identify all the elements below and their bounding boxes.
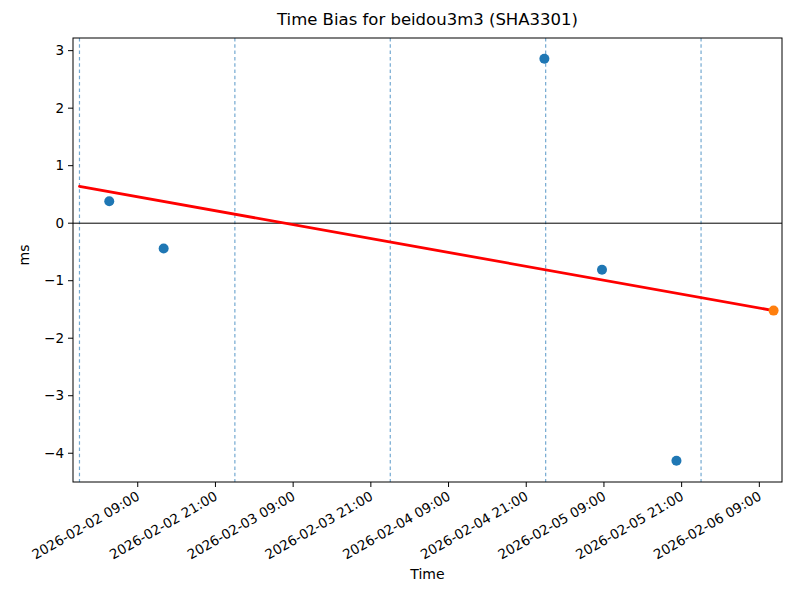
y-tick-label: −1 <box>44 272 64 288</box>
plot-area: 2026-02-02 09:002026-02-02 21:002026-02-… <box>0 0 800 600</box>
y-tick-label: 1 <box>55 157 64 173</box>
y-tick-label: 0 <box>55 215 64 231</box>
plot-frame <box>73 38 782 482</box>
y-tick-label: −2 <box>44 330 64 346</box>
chart-title: Time Bias for beidou3m3 (SHA3301) <box>73 10 782 29</box>
y-tick-label: 3 <box>55 42 64 58</box>
y-axis-label: ms <box>16 235 34 275</box>
latest-measurement-point <box>769 306 779 316</box>
trend-fit-line <box>79 186 773 310</box>
y-tick-label: −3 <box>44 387 64 403</box>
bias-measurement-point <box>159 243 169 253</box>
bias-measurement-point <box>597 265 607 275</box>
chart-figure: 2026-02-02 09:002026-02-02 21:002026-02-… <box>0 0 800 600</box>
bias-measurement-point <box>671 456 681 466</box>
y-tick-label: 2 <box>55 100 64 116</box>
bias-measurement-point <box>104 196 114 206</box>
bias-measurement-point <box>539 54 549 64</box>
y-tick-label: −4 <box>44 445 64 461</box>
x-axis-label: Time <box>73 566 782 582</box>
